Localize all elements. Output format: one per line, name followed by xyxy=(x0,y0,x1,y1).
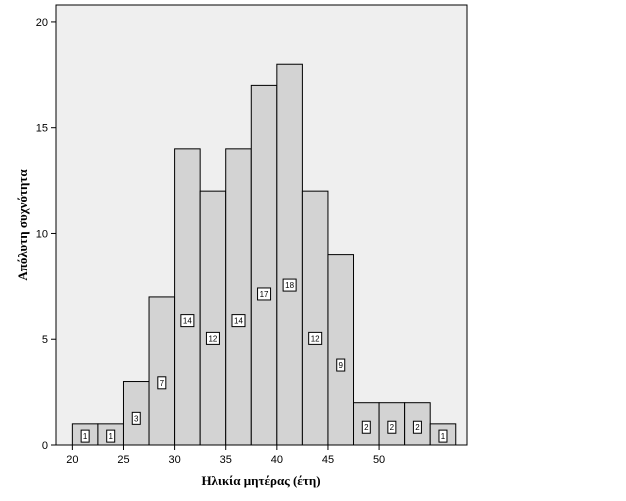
histogram-bar-10 xyxy=(301,190,329,446)
x-tick-label: 40 xyxy=(271,454,283,466)
data-label-box xyxy=(180,314,195,328)
data-label-box xyxy=(308,331,323,345)
data-label-box xyxy=(282,278,297,292)
data-label: 2 xyxy=(364,423,369,432)
x-tick-label: 45 xyxy=(322,454,334,466)
data-label-box xyxy=(80,429,90,443)
histogram-bar-9 xyxy=(276,63,303,446)
data-label-box xyxy=(438,429,448,443)
x-tick-label: 25 xyxy=(117,454,129,466)
data-label: 14 xyxy=(183,317,192,326)
data-label-box xyxy=(387,420,397,434)
x-tick-label: 30 xyxy=(168,454,180,466)
data-label: 17 xyxy=(260,290,269,299)
x-axis-title: Ηλικία μητέρας (έτη) xyxy=(201,473,320,488)
data-label: 2 xyxy=(415,423,420,432)
data-label-box xyxy=(412,420,422,434)
histogram-bar-4 xyxy=(148,296,176,446)
x-tick-label: 50 xyxy=(373,454,385,466)
y-tick-label: 5 xyxy=(42,334,48,346)
histogram-bar-7 xyxy=(225,148,252,446)
data-label: 3 xyxy=(134,414,139,423)
data-label-box xyxy=(131,411,141,425)
data-label: 1 xyxy=(441,432,446,441)
y-axis: 0 5 10 15 20 xyxy=(36,17,56,452)
y-tick-label: 0 xyxy=(42,440,48,452)
data-label: 12 xyxy=(208,334,217,343)
data-label-box xyxy=(231,314,246,328)
histogram-bar-11 xyxy=(327,254,355,446)
data-label: 14 xyxy=(234,317,243,326)
data-label-box xyxy=(361,420,371,434)
bars-group: 1 1 3 7 14 12 14 17 18 12 9 2 2 2 1 xyxy=(71,63,457,446)
data-label-box xyxy=(157,376,167,390)
x-tick-label: 20 xyxy=(66,454,78,466)
data-label: 1 xyxy=(83,432,88,441)
x-tick-label: 35 xyxy=(220,454,232,466)
y-tick-label: 15 xyxy=(36,123,48,135)
y-tick-label: 20 xyxy=(36,17,48,29)
y-tick-label: 10 xyxy=(36,228,48,240)
histogram-bar-8 xyxy=(250,84,278,446)
data-label: 12 xyxy=(311,334,320,343)
data-label-box xyxy=(257,287,272,301)
y-axis-title: Απόλυτη συχνότητα xyxy=(15,169,30,281)
data-label-box xyxy=(205,331,220,345)
data-label: 9 xyxy=(339,361,344,370)
x-axis: 20 25 30 35 40 45 50 xyxy=(66,445,385,466)
data-label-box xyxy=(106,429,116,443)
data-label: 2 xyxy=(390,423,395,432)
data-label: 1 xyxy=(108,432,113,441)
data-label-box xyxy=(336,358,346,372)
data-label: 18 xyxy=(285,281,294,290)
histogram-bar-6 xyxy=(199,190,227,446)
data-label: 7 xyxy=(160,379,165,388)
histogram-bar-5 xyxy=(174,148,201,446)
